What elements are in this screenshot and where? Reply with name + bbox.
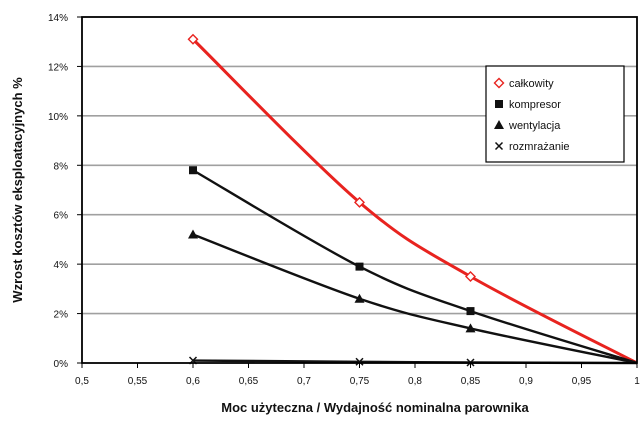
x-tick-label: 0,95 [572, 376, 592, 387]
tick-labels: 0% 2% 4% 6% 8% 10% 12% 14% 0,5 0,55 0,6 0,65 0,7 0,75… [48, 13, 640, 387]
grid [82, 65, 637, 315]
markers [187, 33, 476, 367]
x-tick-label: 0,75 [350, 376, 370, 387]
x-tick-label: 0,85 [461, 376, 481, 387]
series-line [191, 38, 638, 365]
legend-label: rozmrażanie [509, 141, 570, 153]
x-axis-title: Moc użyteczna / Wydajność nominalna paro… [221, 400, 529, 415]
x-tick-label: 0,9 [519, 376, 533, 387]
x-tick-label: 0,7 [297, 376, 311, 387]
y-tick-label: 12% [48, 62, 68, 73]
data-point [466, 307, 475, 316]
x-tick-label: 1 [634, 376, 640, 387]
x-tick-label: 0,65 [239, 376, 259, 387]
data-point [354, 293, 365, 303]
data-point [189, 166, 197, 175]
legend: całkowity kompresor wentylacja rozmrażanie [485, 65, 625, 163]
series-line [192, 233, 638, 365]
plot-frame [81, 16, 638, 364]
y-tick-label: 10% [48, 112, 68, 123]
legend-label: kompresor [509, 99, 561, 111]
x-tick-label: 0,6 [186, 376, 200, 387]
legend-marker [495, 100, 503, 108]
y-tick-label: 6% [54, 211, 69, 222]
data-point [187, 33, 199, 45]
legend-label: całkowity [509, 78, 554, 90]
axes [77, 16, 638, 368]
data-point [355, 357, 364, 366]
y-tick-label: 14% [48, 13, 68, 24]
y-tick-label: 4% [54, 260, 69, 271]
x-tick-label: 0,8 [408, 376, 422, 387]
y-tick-label: 8% [54, 161, 69, 172]
y-tick-label: 2% [54, 310, 69, 321]
legend-marker [494, 120, 504, 129]
series-line [192, 169, 638, 365]
y-tick-label: 0% [54, 359, 69, 370]
legend-box [485, 65, 625, 163]
data-point [188, 229, 198, 239]
data-point [354, 196, 365, 208]
x-tick-label: 0,5 [75, 376, 89, 387]
data-point [465, 323, 476, 333]
data-point [355, 262, 364, 271]
data-point [465, 271, 476, 282]
legend-marker [494, 141, 504, 151]
y-axis-title: Wzrost kosztów eksploatacyjnych % [10, 77, 25, 303]
legend-marker [493, 77, 505, 89]
legend-label: wentylacja [508, 120, 561, 132]
x-tick-label: 0,55 [128, 376, 148, 387]
